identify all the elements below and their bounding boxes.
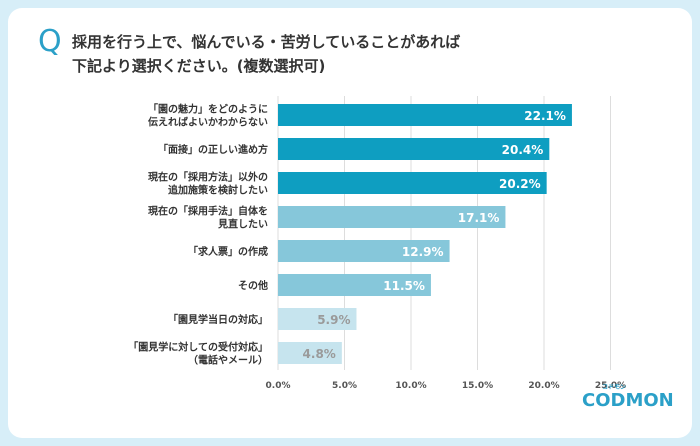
bar-value-label: 22.1% bbox=[524, 109, 566, 123]
bar bbox=[278, 104, 572, 126]
x-tick-label: 10.0% bbox=[395, 381, 426, 391]
bar bbox=[278, 342, 342, 364]
bar-value-label: 17.1% bbox=[458, 211, 500, 225]
bar-value-label: 5.9% bbox=[317, 313, 350, 327]
x-tick-label: 0.0% bbox=[266, 381, 291, 391]
x-tick-label: 25.0% bbox=[595, 381, 626, 391]
bar bbox=[278, 138, 550, 160]
question-line-2: 下記より選択ください。(複数選択可) bbox=[72, 57, 326, 75]
x-tick-label: 15.0% bbox=[462, 381, 493, 391]
category-label: 「園見学に対しての受付対応」 bbox=[128, 341, 268, 354]
category-label: 見直したい bbox=[217, 218, 268, 231]
bar bbox=[278, 206, 506, 228]
category-label: 「園の魅力」をどのように bbox=[148, 103, 268, 116]
bar bbox=[278, 172, 547, 194]
question-mark: Q bbox=[38, 24, 62, 59]
category-label: 「求人票」の作成 bbox=[188, 245, 268, 258]
category-label: その他 bbox=[238, 279, 268, 292]
bar bbox=[278, 308, 357, 330]
question-title: 採用を行う上で、悩んでいる・苦労していることがあれば 下記より選択ください。(複… bbox=[72, 30, 632, 78]
category-label: 追加施策を検討したい bbox=[168, 184, 268, 197]
category-label: 現在の「採用方法」以外の bbox=[148, 171, 268, 184]
category-label: 現在の「採用手法」自体を bbox=[148, 205, 268, 218]
bar-value-label: 11.5% bbox=[383, 279, 425, 293]
bar-value-label: 20.4% bbox=[502, 143, 544, 157]
bar-value-label: 20.2% bbox=[499, 177, 541, 191]
bar-value-label: 4.8% bbox=[303, 347, 336, 361]
logo-subtext: コドモン bbox=[602, 384, 627, 391]
category-label: （電話やメール） bbox=[188, 354, 268, 367]
bar-value-label: 12.9% bbox=[402, 245, 444, 259]
codmon-logo: CODMON bbox=[582, 390, 674, 411]
category-label: 伝えればよいかわからない bbox=[148, 116, 268, 129]
category-label: 「園見学当日の対応」 bbox=[168, 313, 268, 326]
bar bbox=[278, 274, 431, 296]
category-label: 「面接」の正しい進め方 bbox=[158, 143, 268, 156]
question-line-1: 採用を行う上で、悩んでいる・苦労していることがあれば bbox=[72, 33, 461, 51]
x-tick-label: 5.0% bbox=[332, 381, 357, 391]
bar bbox=[278, 240, 450, 262]
x-tick-label: 20.0% bbox=[528, 381, 559, 391]
